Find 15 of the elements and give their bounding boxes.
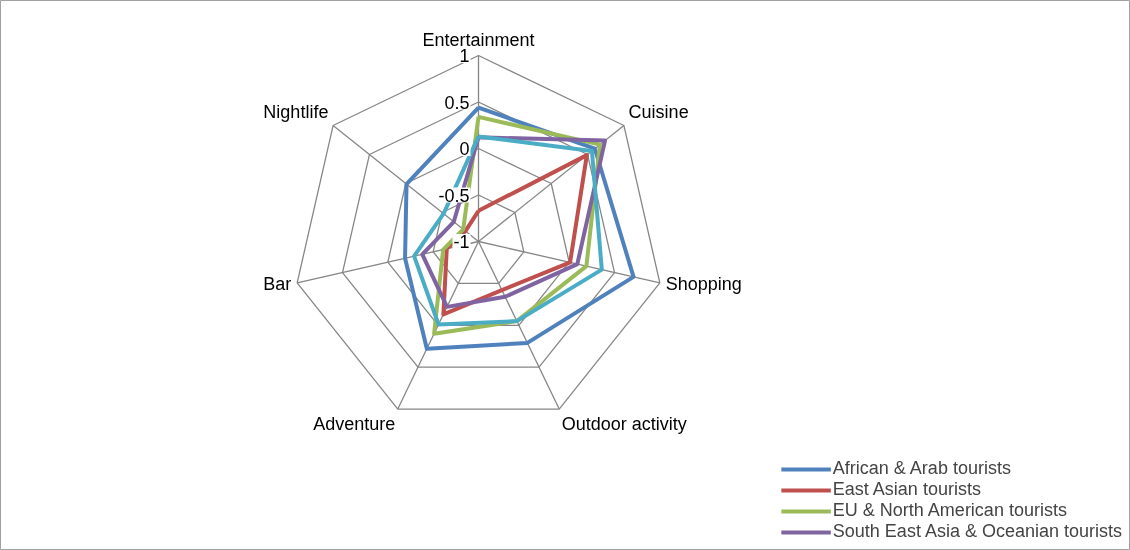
legend-label: East Asian tourists — [832, 479, 981, 500]
spoke-label: Cuisine — [628, 101, 689, 122]
spoke-label: Outdoor activity — [561, 414, 687, 435]
y-tick-label: -1 — [453, 232, 470, 252]
y-tick-label: 0.5 — [444, 92, 470, 113]
spoke-label: Adventure — [313, 414, 396, 435]
y-tick-label: 0 — [459, 139, 470, 159]
spoke-label: Bar — [263, 274, 292, 295]
y-tick-label: 1 — [459, 46, 470, 66]
spoke-label: Shopping — [665, 274, 742, 295]
legend-label: South East Asia & Oceanian tourists — [832, 521, 1122, 542]
legend-label: EU & North American tourists — [832, 500, 1067, 521]
spoke-label: Nightlife — [263, 101, 329, 122]
y-tick-label: -0.5 — [438, 185, 470, 206]
legend-label: African & Arab tourists — [832, 458, 1011, 479]
